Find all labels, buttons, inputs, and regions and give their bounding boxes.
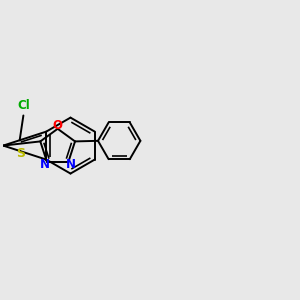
Text: N: N	[40, 158, 50, 171]
Text: S: S	[16, 147, 25, 161]
Text: Cl: Cl	[17, 99, 30, 112]
Text: O: O	[53, 119, 63, 132]
Text: N: N	[66, 158, 76, 171]
